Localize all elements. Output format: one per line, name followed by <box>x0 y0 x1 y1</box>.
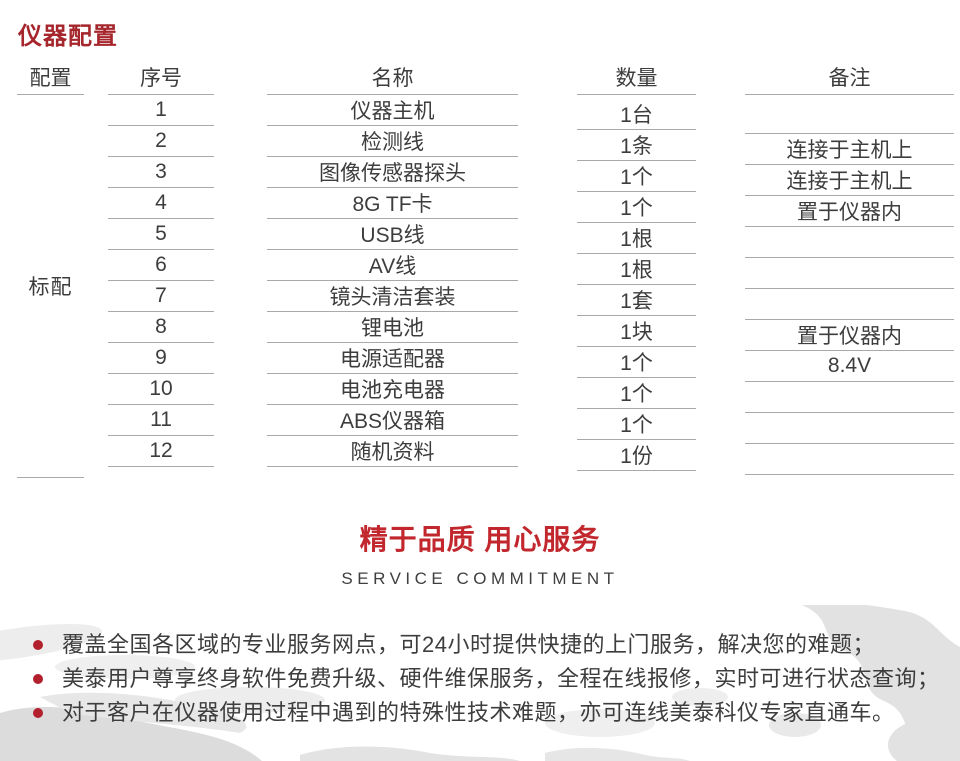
column-config: 配置 标配 <box>17 62 84 478</box>
table-cell-name: 电源适配器 <box>267 343 518 374</box>
table-cell-qty: 1个 <box>577 378 696 409</box>
service-heading-cn: 精于品质 用心服务 <box>359 524 601 555</box>
table-cell-qty: 1条 <box>577 130 696 161</box>
world-map-background <box>0 605 960 761</box>
column-qty: 数量 1台 1条 1个 1个 1根 1根 1套 1块 1个 1个 1个 1份 <box>577 62 696 471</box>
table-cell-name: 电池充电器 <box>267 374 518 405</box>
column-header-config: 配置 <box>17 62 84 95</box>
service-footer: 覆盖全国各区域的专业服务网点，可24小时提供快捷的上门服务，解决您的难题； 美泰用… <box>0 605 960 761</box>
table-cell-remark: 置于仪器内 <box>745 320 954 351</box>
remark-rows: 连接于主机上 连接于主机上 置于仪器内 置于仪器内 8.4V <box>745 103 954 475</box>
table-cell-remark <box>745 413 954 444</box>
table-cell-serial: 12 <box>108 436 214 467</box>
table-cell-name: 仪器主机 <box>267 95 518 126</box>
table-cell-name: 图像传感器探头 <box>267 157 518 188</box>
bullet-text: 美泰用户尊享终身软件免费升级、硬件维保服务，全程在线报修，实时可进行状态查询； <box>62 666 940 691</box>
table-cell-qty: 1个 <box>577 409 696 440</box>
column-remark: 备注 连接于主机上 连接于主机上 置于仪器内 置于仪器内 8.4V <box>745 62 954 475</box>
table-cell-remark <box>745 103 954 134</box>
table-cell-qty: 1个 <box>577 161 696 192</box>
page-title: 仪器配置 <box>18 23 118 50</box>
table-cell-name: ABS仪器箱 <box>267 405 518 436</box>
table-cell-remark: 连接于主机上 <box>745 134 954 165</box>
table-cell-serial: 6 <box>108 250 214 281</box>
table-cell-name: 8G TF卡 <box>267 188 518 219</box>
table-cell-remark: 置于仪器内 <box>745 196 954 227</box>
table-cell-serial: 9 <box>108 343 214 374</box>
serial-rows: 1 2 3 4 5 6 7 8 9 10 11 12 <box>108 95 214 467</box>
table-cell-serial: 5 <box>108 219 214 250</box>
service-bullets: 覆盖全国各区域的专业服务网点，可24小时提供快捷的上门服务，解决您的难题； 美泰用… <box>0 628 960 730</box>
bullet-icon <box>33 640 43 650</box>
name-rows: 仪器主机 检测线 图像传感器探头 8G TF卡 USB线 AV线 镜头清洁套装 锂电池 电源适配… <box>267 95 518 467</box>
table-cell-qty: 1份 <box>577 440 696 471</box>
bullet-icon <box>33 674 43 684</box>
table-cell-serial: 7 <box>108 281 214 312</box>
table-cell-remark <box>745 227 954 258</box>
table-cell-remark <box>745 382 954 413</box>
table-cell-serial: 3 <box>108 157 214 188</box>
table-cell-remark <box>745 289 954 320</box>
table-cell-qty: 1套 <box>577 285 696 316</box>
table-cell-name: AV线 <box>267 250 518 281</box>
column-header-name: 名称 <box>267 62 518 95</box>
bullet-item: 覆盖全国各区域的专业服务网点，可24小时提供快捷的上门服务，解决您的难题； <box>0 628 960 662</box>
table-cell-qty: 1个 <box>577 192 696 223</box>
table-cell-qty: 1根 <box>577 254 696 285</box>
bullet-item: 美泰用户尊享终身软件免费升级、硬件维保服务，全程在线报修，实时可进行状态查询； <box>0 662 960 696</box>
table-cell-serial: 11 <box>108 405 214 436</box>
bullet-item: 对于客户在仪器使用过程中遇到的特殊性技术难题，亦可连线美泰科仪专家直通车。 <box>0 696 960 730</box>
bullet-text: 对于客户在仪器使用过程中遇到的特殊性技术难题，亦可连线美泰科仪专家直通车。 <box>62 700 895 725</box>
table-cell-remark <box>745 258 954 289</box>
bullet-icon <box>33 708 43 718</box>
column-header-serial: 序号 <box>108 62 214 95</box>
table-cell-name: 随机资料 <box>267 436 518 467</box>
config-label: 标配 <box>17 95 84 478</box>
column-header-remark: 备注 <box>745 62 954 95</box>
column-name: 名称 仪器主机 检测线 图像传感器探头 8G TF卡 USB线 AV线 镜头清洁套装 锂电池电… <box>267 62 518 467</box>
table-cell-remark <box>745 444 954 475</box>
service-heading-en: SERVICE COMMITMENT <box>341 569 619 588</box>
table-cell-name: 检测线 <box>267 126 518 157</box>
table-cell-serial: 1 <box>108 95 214 126</box>
table-cell-qty: 1个 <box>577 347 696 378</box>
service-commitment-block: 精于品质 用心服务 SERVICE COMMITMENT <box>0 518 960 589</box>
table-cell-name: 锂电池 <box>267 312 518 343</box>
table-cell-serial: 10 <box>108 374 214 405</box>
table-cell-name: 镜头清洁套装 <box>267 281 518 312</box>
column-serial: 序号 1 2 3 4 5 6 7 8 9 10 11 12 <box>108 62 214 467</box>
table-cell-serial: 8 <box>108 312 214 343</box>
bullet-text: 覆盖全国各区域的专业服务网点，可24小时提供快捷的上门服务，解决您的难题； <box>62 632 875 657</box>
table-cell-qty: 1块 <box>577 316 696 347</box>
table-cell-qty: 1台 <box>577 99 696 130</box>
table-cell-serial: 2 <box>108 126 214 157</box>
table-cell-serial: 4 <box>108 188 214 219</box>
table-cell-qty: 1根 <box>577 223 696 254</box>
qty-rows: 1台 1条 1个 1个 1根 1根 1套 1块 1个 1个 1个 1份 <box>577 99 696 471</box>
table-cell-remark: 连接于主机上 <box>745 165 954 196</box>
table-cell-name: USB线 <box>267 219 518 250</box>
table-cell-remark: 8.4V <box>745 351 954 382</box>
column-header-qty: 数量 <box>577 62 696 95</box>
